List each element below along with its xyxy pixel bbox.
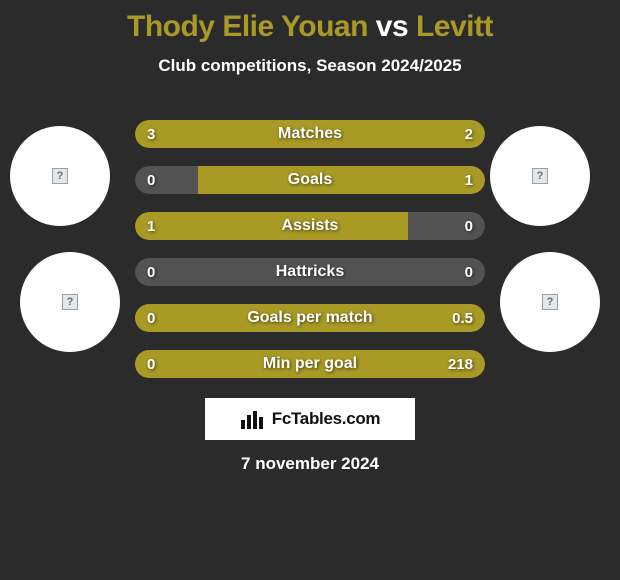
player2-avatar-top: ? (490, 126, 590, 226)
bar-label: Goals (135, 166, 485, 194)
subtitle: Club competitions, Season 2024/2025 (0, 56, 620, 76)
bar-row: 0218Min per goal (135, 350, 485, 378)
date-line: 7 november 2024 (0, 454, 620, 474)
bar-row: 01Goals (135, 166, 485, 194)
bar-label: Min per goal (135, 350, 485, 378)
bar-label: Assists (135, 212, 485, 240)
comparison-bars: 32Matches 01Goals 10Assists 00Hattricks 00.5… (135, 120, 485, 396)
page-title: Thody Elie Youan vs Levitt (0, 0, 620, 44)
placeholder-image-icon: ? (52, 168, 68, 184)
player2-avatar-bottom: ? (500, 252, 600, 352)
bar-row: 10Assists (135, 212, 485, 240)
bar-label: Matches (135, 120, 485, 148)
brand-badge: FcTables.com (205, 398, 415, 440)
bar-row: 00Hattricks (135, 258, 485, 286)
bars-logo-icon (240, 408, 266, 430)
title-player1: Thody Elie Youan (127, 10, 368, 43)
placeholder-image-icon: ? (542, 294, 558, 310)
placeholder-image-icon: ? (532, 168, 548, 184)
title-vs: vs (376, 10, 408, 43)
bar-row: 00.5Goals per match (135, 304, 485, 332)
bar-label: Goals per match (135, 304, 485, 332)
placeholder-image-icon: ? (62, 294, 78, 310)
brand-text: FcTables.com (272, 409, 381, 429)
title-player2: Levitt (416, 10, 493, 43)
player1-avatar-top: ? (10, 126, 110, 226)
bar-label: Hattricks (135, 258, 485, 286)
player1-avatar-bottom: ? (20, 252, 120, 352)
bar-row: 32Matches (135, 120, 485, 148)
